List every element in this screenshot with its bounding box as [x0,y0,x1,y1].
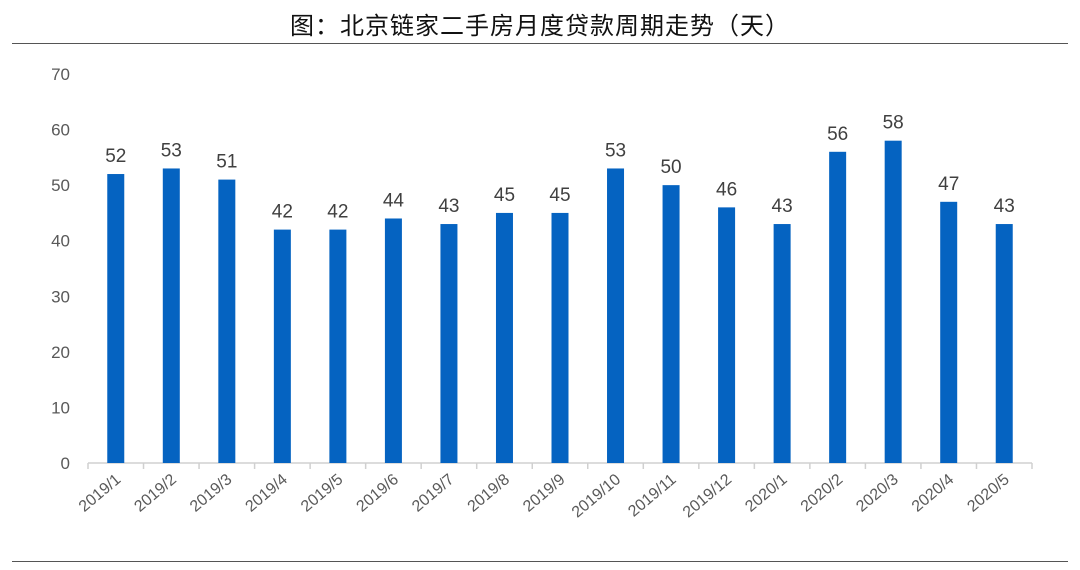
y-tick-label: 10 [51,398,70,417]
x-tick-label: 2020/2 [798,471,846,516]
bar [384,218,402,463]
data-label: 45 [549,185,570,206]
data-label: 58 [883,113,904,134]
data-label: 43 [772,196,793,217]
y-tick-label: 0 [61,454,70,473]
x-tick-label: 2019/4 [243,471,291,516]
x-tick-label: 2019/7 [409,471,457,516]
data-label: 42 [272,202,293,223]
bar [995,224,1013,463]
y-axis: 0 10 20 30 40 50 60 70 [51,65,70,473]
y-tick-label: 60 [51,121,70,140]
x-tick-label: 2019/12 [680,471,735,521]
x-tick-label: 2020/1 [742,471,790,516]
data-label: 46 [716,179,737,200]
y-tick-label: 70 [51,65,70,84]
bar [162,168,180,463]
data-labels: 52 53 51 42 42 44 43 45 45 53 50 46 43 56 58 47 43 [105,113,1015,223]
y-tick-label: 40 [51,232,70,251]
data-label: 44 [383,190,405,211]
x-axis [87,462,1033,469]
y-tick-label: 50 [51,176,70,195]
top-divider [12,43,1068,44]
data-label: 51 [216,152,237,173]
x-tick-label: 2019/2 [131,471,179,516]
data-label: 42 [327,202,348,223]
bar [829,151,847,464]
x-tick-label: 2019/10 [569,471,624,521]
bar [329,229,347,463]
x-tick-label: 2020/5 [964,471,1012,516]
bar [884,140,902,463]
bar [273,229,291,463]
x-tick-label: 2019/9 [520,471,568,516]
x-tick-label: 2020/4 [909,471,957,516]
bar [551,212,569,463]
bar [940,201,958,464]
data-label: 45 [494,185,515,206]
category-labels: 2019/1 2019/2 2019/3 2019/4 2019/5 2019/6 2019… [76,471,1013,521]
y-tick-label: 20 [51,343,70,362]
data-label: 53 [605,140,626,161]
bar [495,212,513,463]
bar [662,185,680,463]
x-tick-label: 2019/5 [298,471,346,516]
data-label: 43 [994,196,1015,217]
x-tick-label: 2019/8 [465,471,513,516]
bottom-divider [12,561,1068,562]
bar [773,224,791,463]
x-tick-label: 2019/3 [187,471,235,516]
x-tick-label: 2019/1 [76,471,124,516]
bar [607,168,625,463]
bar [107,174,125,463]
data-label: 50 [660,157,681,178]
data-label: 56 [827,124,848,145]
bar [218,179,236,464]
x-tick-label: 2019/6 [354,471,402,516]
x-tick-label: 2020/3 [853,471,901,516]
data-label: 52 [105,146,126,167]
x-tick-label: 2019/11 [625,471,679,521]
data-label: 53 [161,140,182,161]
y-tick-label: 30 [51,287,70,306]
chart-title: 图：北京链家二手房月度贷款周期走势（天） [290,12,790,40]
bar [440,224,458,463]
bar [718,207,736,463]
data-label: 47 [938,174,959,195]
data-label: 43 [438,196,459,217]
bars [107,140,1013,464]
